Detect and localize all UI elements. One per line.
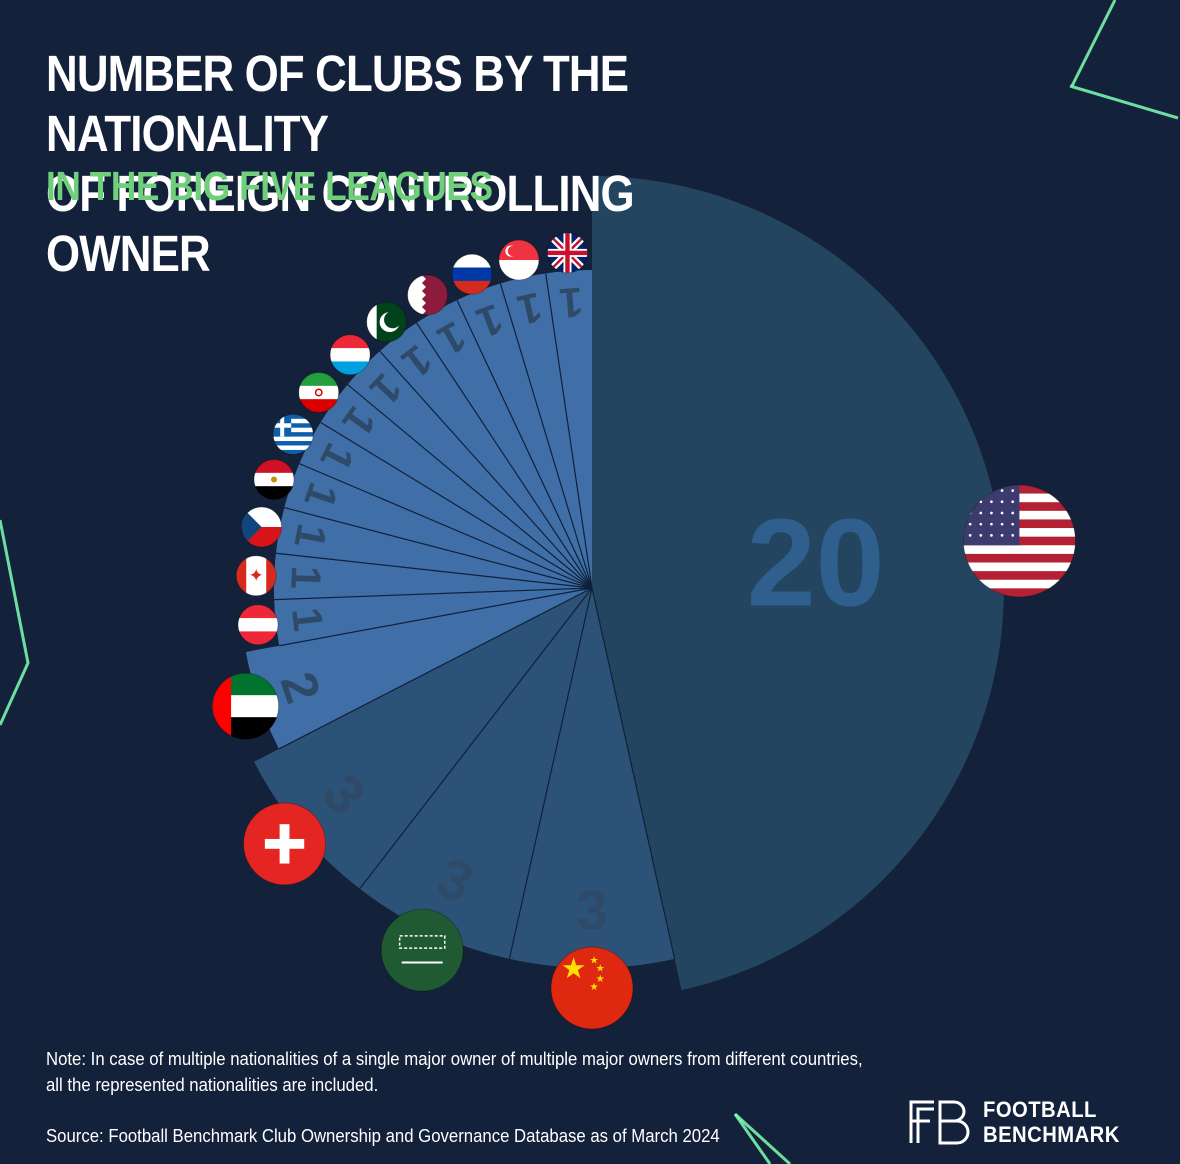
slice-divider (347, 384, 593, 589)
flag-luxembourg-icon (329, 334, 371, 376)
neon-line-2-1 (733, 1113, 772, 1164)
slice-china (509, 588, 675, 969)
flag-uk-icon (546, 232, 588, 274)
slice-divider (275, 552, 593, 589)
slice-divider (591, 587, 676, 960)
brand-name: FOOTBALL BENCHMARK (983, 1097, 1120, 1147)
flag-canada-icon: ✦ (235, 555, 277, 597)
brand-line-1: FOOTBALL (983, 1097, 1097, 1122)
slice-divider (274, 587, 593, 601)
svg-text:★: ★ (589, 982, 598, 993)
slice-luxembourg (347, 351, 592, 588)
slice-divider (320, 421, 593, 589)
note-line-2: all the represented nationalities are in… (46, 1075, 379, 1095)
flag-uae-icon (212, 672, 280, 740)
flag-russia-icon (451, 253, 493, 295)
neon-line-2-0 (733, 1112, 792, 1164)
value-label-austria: 1 (283, 605, 332, 633)
slice-uae (245, 588, 593, 749)
chart-subtitle: IN THE BIG FIVE LEAGUES (46, 163, 493, 209)
flag-switzerland-icon (243, 802, 327, 886)
slice-divider (416, 322, 593, 589)
slice-qatar (416, 300, 592, 588)
flag-iran-icon (298, 371, 340, 413)
slice-divider (278, 587, 593, 750)
note-line-1: Note: In case of multiple nationalities … (46, 1049, 863, 1069)
slice-saudi-arabia (359, 588, 592, 959)
title-line-1: NUMBER OF CLUBS BY THE NATIONALITY (46, 45, 629, 162)
slice-switzerland (254, 588, 593, 889)
slice-divider (545, 273, 593, 589)
value-label-china: 3 (576, 879, 607, 942)
svg-text:★: ★ (561, 953, 587, 985)
title-line-2: OF FOREIGN CONTROLLING OWNER (46, 165, 635, 282)
flag-qatar-icon (407, 274, 449, 316)
slice-us (592, 176, 1004, 991)
brand-line-2: BENCHMARK (983, 1122, 1120, 1147)
value-label-canada: 1 (282, 565, 330, 590)
chart-slices (245, 176, 1004, 991)
svg-text:★: ★ (596, 974, 605, 985)
flag-singapore-icon (498, 239, 540, 281)
flag-czech-republic-icon (241, 506, 283, 548)
chart-title: NUMBER OF CLUBS BY THE NATIONALITY OF FO… (46, 44, 751, 284)
slice-divider (299, 463, 593, 589)
value-label-uk: 1 (558, 279, 585, 328)
slice-divider (499, 283, 593, 589)
flag-us-icon (962, 484, 1076, 598)
slice-dividers (274, 273, 676, 960)
slice-greece (299, 422, 592, 588)
svg-text:✦: ✦ (249, 566, 264, 586)
flag-china-icon: ★ ★★★★ (550, 946, 634, 1030)
source-text: Source: Football Benchmark Club Ownershi… (46, 1126, 720, 1146)
slice-divider (456, 299, 593, 589)
slice-singapore (500, 273, 592, 588)
svg-text:★: ★ (596, 964, 605, 975)
flag-greece-icon (272, 413, 314, 455)
flag-saudi-arabia-icon (380, 908, 464, 992)
slice-pakistan (379, 322, 592, 588)
fb-logo-icon (909, 1100, 970, 1145)
neon-line-1-0 (0, 519, 30, 726)
neon-line-0-1 (1069, 84, 1179, 120)
flag-icons: ★ ★★★★✦ (212, 232, 1076, 1030)
football-benchmark-logo: FOOTBALL BENCHMARK (908, 1097, 1148, 1153)
svg-text:★: ★ (589, 955, 598, 966)
flag-egypt-icon (253, 459, 295, 501)
slice-divider (279, 587, 593, 647)
footnote: Note: In case of multiple nationalities … (46, 1046, 976, 1098)
value-label-us: 20 (747, 494, 885, 632)
slice-divider (359, 587, 593, 890)
slice-russia (457, 283, 592, 588)
neon-line-0-0 (1070, 0, 1117, 87)
flag-austria-icon (237, 604, 279, 646)
flag-pakistan-icon (366, 301, 408, 343)
slice-egypt (284, 463, 592, 588)
slice-iran (320, 384, 592, 588)
slice-divider (508, 587, 593, 960)
slice-divider (379, 350, 593, 589)
slice-divider (284, 506, 593, 589)
slice-canada (273, 553, 592, 600)
